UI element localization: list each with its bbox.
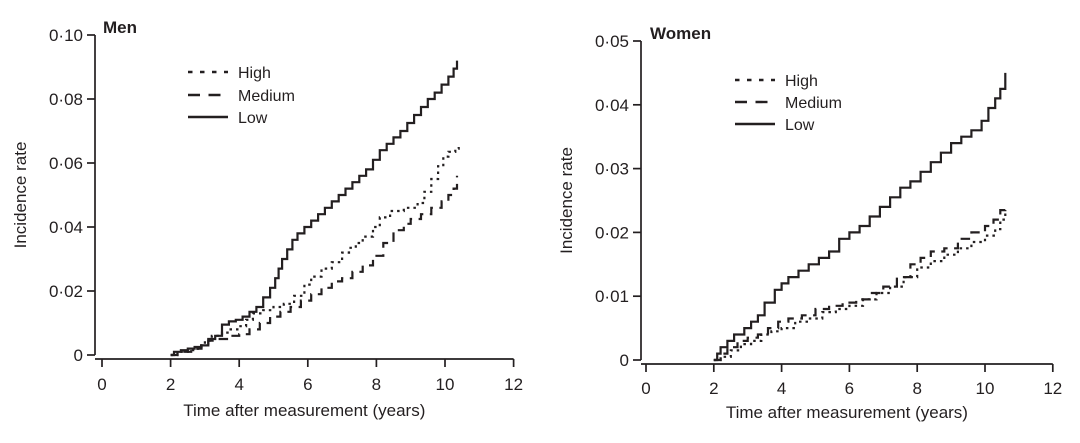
legend-label-high: High — [238, 65, 271, 82]
x-tick-label: 0 — [641, 379, 650, 398]
y-tick-label: 0 — [620, 351, 629, 370]
curve-medium-men — [170, 175, 459, 357]
y-tick-label: 0·05 — [595, 32, 629, 51]
x-tick-label: 12 — [1043, 379, 1062, 398]
y-tick-label: 0·04 — [595, 96, 629, 115]
x-axis-label: Time after measurement (years) — [726, 403, 968, 422]
y-tick-label: 0·06 — [49, 154, 83, 173]
x-tick-label: 2 — [166, 375, 175, 394]
x-tick-label: 6 — [303, 375, 312, 394]
y-tick-label: 0·02 — [49, 282, 83, 301]
men-incidence-chart: 0 0·02 0·04 0·06 0·08 0·10 0 2 4 6 8 10 12 Men Inciden… — [11, 18, 523, 420]
x-axis-label: Time after measurement (years) — [183, 401, 425, 420]
panel-title-men: Men — [103, 18, 137, 37]
x-tick-label: 12 — [504, 375, 523, 394]
curve-low-men — [170, 60, 459, 357]
legend-label-low: Low — [785, 117, 815, 134]
x-tick-label: 10 — [976, 379, 995, 398]
panel-title-women: Women — [650, 24, 711, 43]
x-tick-label: 4 — [777, 379, 786, 398]
y-tick-label: 0·08 — [49, 90, 83, 109]
y-tick-label: 0·02 — [595, 223, 629, 242]
legend-label-medium: Medium — [785, 95, 842, 112]
x-tick-label: 8 — [372, 375, 381, 394]
x-tick-label: 8 — [912, 379, 921, 398]
legend-label-medium: Medium — [238, 88, 295, 105]
y-tick-label: 0·03 — [595, 160, 629, 179]
x-tick-label: 0 — [97, 375, 106, 394]
y-tick-label: 0·04 — [49, 218, 83, 237]
x-tick-label: 4 — [234, 375, 243, 394]
y-axis-label: Incidence rate — [557, 147, 576, 254]
curve-high-men — [170, 147, 460, 357]
y-tick-label: 0·01 — [595, 287, 629, 306]
legend-label-high: High — [785, 73, 818, 90]
x-tick-label: 10 — [436, 375, 455, 394]
x-tick-label: 2 — [709, 379, 718, 398]
curve-low-women — [713, 72, 1007, 362]
curve-high-women — [713, 213, 1007, 362]
x-tick-label: 6 — [845, 379, 854, 398]
legend-label-low: Low — [238, 110, 268, 127]
women-incidence-chart: 0 0·01 0·02 0·03 0·04 0·05 0 2 4 6 8 10 12 Women Incid… — [557, 24, 1062, 422]
y-tick-label: 0 — [74, 346, 83, 365]
y-axis-label: Incidence rate — [11, 142, 30, 249]
y-tick-label: 0·10 — [49, 26, 83, 45]
